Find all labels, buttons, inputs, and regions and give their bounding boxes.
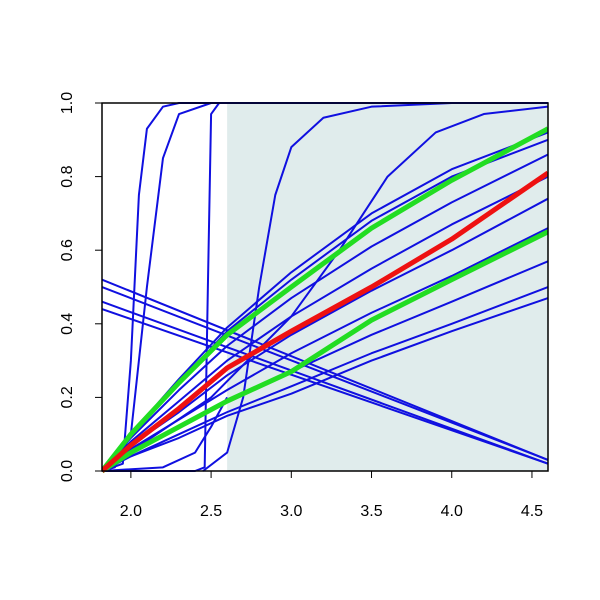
series-line xyxy=(102,297,548,472)
series-line xyxy=(102,175,548,472)
plot-frame xyxy=(101,102,549,472)
x-tick-label: 3.5 xyxy=(360,503,382,520)
x-tick-label: 2.0 xyxy=(120,503,142,520)
y-tick-label: 1.0 xyxy=(59,92,76,114)
series-line xyxy=(102,105,548,472)
series-line xyxy=(102,229,548,474)
series-line xyxy=(102,308,548,465)
y-tick-label: 0.4 xyxy=(59,313,76,335)
series-line xyxy=(102,396,229,472)
y-tick-label: 0.0 xyxy=(59,460,76,482)
series-line xyxy=(102,227,548,472)
series-line xyxy=(202,102,548,472)
series-line xyxy=(102,102,212,472)
x-tick-label: 2.5 xyxy=(200,503,222,520)
y-tick-label: 0.2 xyxy=(59,386,76,408)
x-tick-label: 3.0 xyxy=(280,503,302,520)
x-tick-label: 4.5 xyxy=(521,503,543,520)
y-tick-label: 0.6 xyxy=(59,239,76,261)
series-line xyxy=(102,286,548,461)
x-tick-label: 4.0 xyxy=(441,503,463,520)
series-line xyxy=(102,170,548,473)
series-line xyxy=(102,278,548,461)
y-tick-label: 0.8 xyxy=(59,165,76,187)
series-line xyxy=(102,153,548,472)
series-line xyxy=(102,300,548,465)
series-line xyxy=(102,126,548,473)
